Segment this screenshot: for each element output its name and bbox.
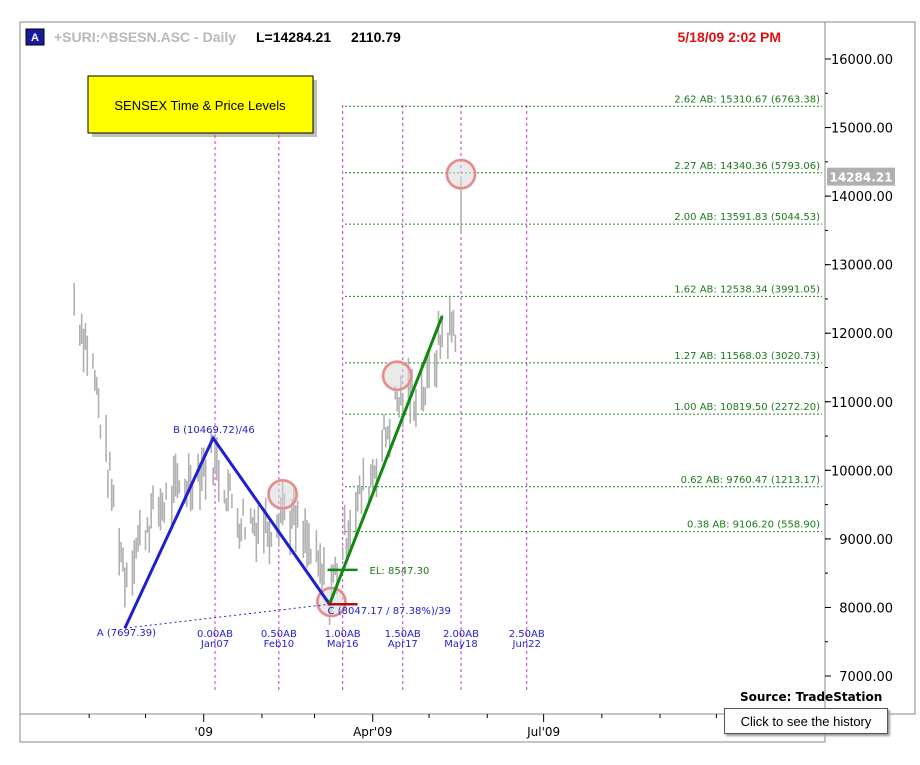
- time-level-date: Jan07: [200, 639, 229, 650]
- time-level-ratio: 2.50AB: [509, 629, 545, 640]
- y-tick-label: 8000.00: [839, 601, 893, 616]
- time-level-date: Mar16: [327, 639, 359, 650]
- abc-line: [123, 435, 331, 629]
- y-tick-label: 9000.00: [839, 533, 893, 548]
- time-level-date: Feb10: [264, 639, 294, 650]
- source-label: Source: TradeStation: [740, 690, 883, 704]
- y-tick-label: 14000.00: [831, 190, 893, 205]
- y-tick-label: 12000.00: [831, 327, 893, 342]
- point-a-label: A (7697.39): [97, 628, 156, 639]
- time-level-date: Jun22: [512, 639, 541, 650]
- entry-level-label: EL: 8547.30: [370, 566, 430, 577]
- fib-level-label: 0.62 AB: 9760.47 (1213.17): [681, 475, 820, 486]
- highlight-circle: [445, 158, 477, 190]
- x-tick-label: Jul'09: [526, 725, 560, 739]
- highlight-circle: [316, 586, 347, 618]
- symbol-badge[interactable]: [25, 28, 45, 46]
- time-level-ratio: 0.50AB: [261, 629, 297, 640]
- abc-pattern: A (7697.39) B (10469.72)/46 C (8047.17 / 8…: [97, 425, 451, 639]
- datetime-label: 5/18/09 2:02 PM: [677, 29, 781, 45]
- y-tick-label: 16000.00: [831, 53, 893, 68]
- symbol-label: +SURI:^BSESN.ASC - Daily: [54, 29, 236, 45]
- annotation-box: [87, 75, 314, 134]
- time-level-ratio: 1.00AB: [325, 629, 361, 640]
- highlight-circle: [381, 360, 413, 391]
- ac-dotted-line: [124, 603, 330, 629]
- fib-level-label: 2.27 AB: 14340.36 (5793.06): [674, 161, 820, 172]
- fib-price-levels: 2.62 AB: 15310.67 (6763.38) 2.27 AB: 1434…: [345, 94, 822, 533]
- y-tick-label: 13000.00: [831, 259, 893, 274]
- fib-level-label: 0.38 AB: 9106.20 (558.90): [687, 520, 820, 531]
- fib-level-label: 2.62 AB: 15310.67 (6763.38): [674, 94, 820, 105]
- fib-level-label: 1.27 AB: 11568.03 (3020.73): [674, 351, 820, 362]
- point-b-label: B (10469.72)/46: [173, 425, 255, 436]
- history-button[interactable]: Click to see the history: [724, 708, 888, 734]
- fib-level-label: 2.00 AB: 13591.83 (5044.53): [674, 212, 820, 223]
- time-level-ratio: 2.00AB: [443, 629, 479, 640]
- y-axis: 7000.00 8000.00 9000.00 10000.00 11000.00 120…: [825, 53, 895, 685]
- highlight-circle-shadow: [266, 478, 299, 511]
- projection: EL: 8547.30: [327, 315, 444, 606]
- last-change-label: 2110.79: [351, 29, 401, 45]
- time-level-ratio: 0.00AB: [197, 629, 233, 640]
- symbol-badge-label: A: [31, 32, 39, 44]
- x-tick-label: Apr'09: [353, 725, 392, 739]
- point-c-label: C (8047.17 / 87.38%)/39: [328, 606, 451, 617]
- last-price-label: L=14284.21: [256, 29, 331, 45]
- x-axis: '09 Apr'09 Jul'09: [88, 714, 717, 739]
- highlight-circle-shadow: [381, 359, 414, 392]
- time-level-date: May18: [444, 639, 477, 650]
- y-tick-label: 15000.00: [831, 122, 893, 137]
- highlight-circles: [266, 158, 477, 618]
- highlight-circle: [267, 479, 298, 510]
- time-level-ratio: 1.50AB: [385, 629, 421, 640]
- fib-level-label: 1.62 AB: 12538.34 (3991.05): [674, 284, 820, 295]
- x-tick-label: '09: [194, 725, 213, 739]
- projection-line: [328, 315, 444, 605]
- last-price-flag-label: 14284.21: [829, 171, 892, 185]
- y-tick-label: 7000.00: [839, 670, 893, 685]
- y-tick-label: 10000.00: [831, 464, 893, 479]
- y-axis-panel: [824, 21, 916, 715]
- fib-level-label: 1.00 AB: 10819.50 (2272.20): [674, 402, 820, 413]
- time-level-date: Apr17: [388, 639, 418, 650]
- x-axis-panel: [19, 713, 826, 743]
- y-tick-label: 11000.00: [831, 396, 893, 411]
- annotation-text: SENSEX Time & Price Levels: [114, 98, 286, 113]
- highlight-circle-shadow: [445, 158, 477, 191]
- last-price-flag: [827, 167, 895, 186]
